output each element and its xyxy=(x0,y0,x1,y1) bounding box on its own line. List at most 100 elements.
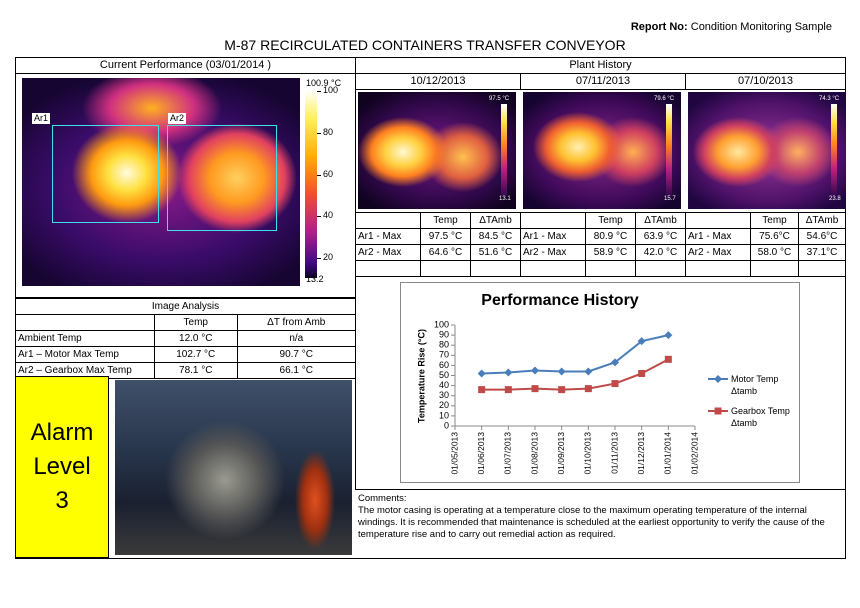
report-value: Condition Monitoring Sample xyxy=(690,21,832,33)
survey-image xyxy=(358,92,516,209)
scale-min: 15.7 xyxy=(664,196,676,202)
table-cell: 12.0 °C xyxy=(154,330,238,347)
data-point xyxy=(531,385,539,393)
scale-tick-label: 80 xyxy=(323,126,334,137)
table-row xyxy=(355,260,521,277)
table-cell xyxy=(520,260,586,277)
survey-image xyxy=(688,92,846,209)
data-point xyxy=(477,369,486,378)
table-cell xyxy=(685,212,751,229)
data-point xyxy=(611,358,619,367)
x-tick-label: 01/09/2013 xyxy=(556,432,566,475)
table-cell: 97.5 °C xyxy=(420,228,471,245)
scale-max: 100.9 °C xyxy=(306,78,342,88)
legend-entry: Gearbox Temp Δtamb xyxy=(731,406,790,428)
data-point xyxy=(714,407,722,415)
scale-min: 13.1 xyxy=(499,196,511,202)
table-row: Ar2 - Max 58.9 °C 42.0 °C xyxy=(520,244,686,261)
table-row: Image Analysis xyxy=(15,298,356,315)
comments: Comments: The motor casing is operating … xyxy=(358,493,838,541)
color-scale xyxy=(666,104,672,196)
alarm-text: Level xyxy=(33,453,91,480)
column-heading: Temp xyxy=(749,212,800,229)
survey-date: 07/10/2013 xyxy=(685,73,846,90)
area-box xyxy=(167,125,277,231)
column-heading: ΔTAmb xyxy=(470,212,521,229)
table-row: Temp ΔTAmb xyxy=(520,212,686,229)
table-cell xyxy=(420,260,471,277)
data-point xyxy=(637,337,646,346)
survey-date: 10/12/2013 xyxy=(355,73,521,90)
area-box xyxy=(52,125,159,223)
data-point xyxy=(504,386,512,394)
chart-panel xyxy=(355,276,846,490)
table-cell: 66.1 °C xyxy=(236,362,357,379)
table-cell xyxy=(749,260,800,277)
data-point xyxy=(584,367,593,376)
scale-tick xyxy=(317,132,321,134)
table-cell: Ar1 - Max xyxy=(355,228,421,245)
table-row: Ar1 - Max 97.5 °C 84.5 °C xyxy=(355,228,521,245)
x-tick-label: 01/10/2013 xyxy=(583,432,593,475)
table-row: Ar2 – Gearbox Max Temp 78.1 °C 66.1 °C xyxy=(15,362,357,379)
table-cell xyxy=(585,260,636,277)
report-title: M-87 RECIRCULATED CONTAINERS TRANSFER CO… xyxy=(224,37,626,53)
table-row: Ar1 - Max 75.6°C 54.6°C xyxy=(685,228,846,245)
column-heading: ΔTAmb xyxy=(635,212,686,229)
thermal-image xyxy=(22,78,300,286)
y-tick-label: 20 xyxy=(439,400,449,410)
table-cell: 58.9 °C xyxy=(585,244,636,261)
area-label: Ar2 xyxy=(168,113,187,124)
y-tick-label: 30 xyxy=(439,390,449,400)
y-axis-label: Temperature Rise (°C) xyxy=(416,329,426,423)
scale-max: 97.5 °C xyxy=(489,96,510,102)
y-tick-label: 60 xyxy=(439,360,449,370)
data-point xyxy=(611,380,619,388)
y-tick-label: 80 xyxy=(439,340,449,350)
data-point xyxy=(638,369,646,377)
series-line xyxy=(481,358,669,391)
scale-tick xyxy=(317,91,321,92)
data-point xyxy=(504,368,513,377)
column-heading: ΔTAmb xyxy=(798,212,846,229)
table-cell: Ar1 – Motor Max Temp xyxy=(15,346,155,363)
column-heading: Temp xyxy=(420,212,471,229)
table-cell: 54.6°C xyxy=(798,228,846,245)
x-tick-label: 01/01/2014 xyxy=(663,432,673,475)
alarm-text: 3 xyxy=(55,487,69,514)
table-row: Temp ΔT from Amb xyxy=(15,314,357,331)
scale-max: 79.6 °C xyxy=(654,96,675,102)
table-row: Ar2 - Max 64.6 °C 51.6 °C xyxy=(355,244,521,261)
data-point xyxy=(714,375,722,383)
y-tick-label: 50 xyxy=(439,370,449,380)
table-cell: Ar1 - Max xyxy=(685,228,751,245)
y-tick-label: 10 xyxy=(439,410,449,420)
table-row: Ambient Temp 12.0 °C n/a xyxy=(15,330,357,347)
x-tick-label: 01/08/2013 xyxy=(529,432,539,475)
scale-tick-label: 60 xyxy=(323,168,334,179)
section-heading: Current Performance (03/01/2014 ) xyxy=(15,57,356,74)
table-cell: Ar2 - Max xyxy=(685,244,751,261)
x-tick-label: 01/02/2014 xyxy=(689,432,699,475)
table-cell: Ar1 - Max xyxy=(520,228,586,245)
table-row: Ar1 – Motor Max Temp 102.7 °C 90.7 °C xyxy=(15,346,357,363)
y-tick-label: 100 xyxy=(434,319,449,329)
x-tick-label: 01/06/2013 xyxy=(476,432,486,475)
scale-tick-label: 40 xyxy=(323,210,334,221)
color-scale xyxy=(831,104,837,196)
column-heading: Temp xyxy=(585,212,636,229)
scale-tick xyxy=(317,216,321,218)
table-row xyxy=(685,260,846,277)
table-cell: 42.0 °C xyxy=(635,244,686,261)
data-point xyxy=(664,331,673,340)
y-tick-label: 0 xyxy=(444,420,449,430)
table-cell xyxy=(798,260,846,277)
scale-min: 13.2 xyxy=(306,274,324,284)
data-point xyxy=(557,367,566,376)
table-row: Temp ΔTAmb xyxy=(355,212,521,229)
table-cell: 80.9 °C xyxy=(585,228,636,245)
data-point xyxy=(584,385,592,393)
table-cell: n/a xyxy=(236,330,357,347)
color-scale xyxy=(501,104,507,196)
comments-label: Comments: xyxy=(358,493,407,504)
